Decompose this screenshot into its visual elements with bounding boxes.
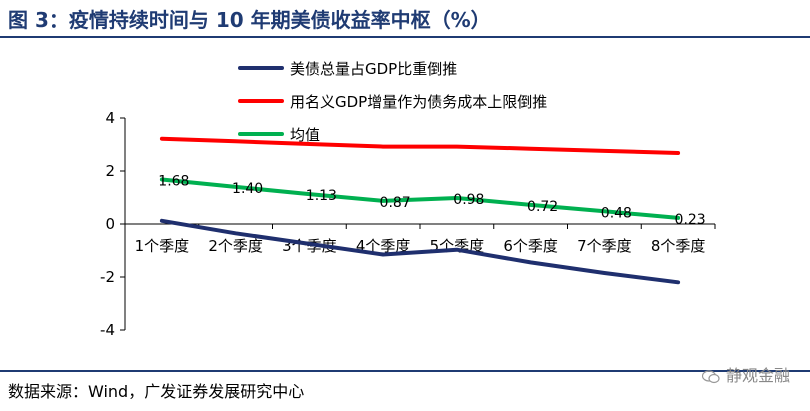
x-tick-label: 8个季度 xyxy=(651,237,706,255)
data-labels: 1.68 1.40 1.13 0.87 0.98 0.72 0.48 0.23 xyxy=(158,173,705,227)
title-bar: 图 3：疫情持续时间与 10 年期美债收益率中枢（%） xyxy=(0,0,810,36)
watermark: 静观金融 xyxy=(701,362,790,386)
legend-label: 用名义GDP增量作为债务成本上限倒推 xyxy=(290,93,547,111)
data-label: 0.87 xyxy=(380,195,411,211)
series-line-1 xyxy=(159,218,681,285)
x-tick-label: 4个季度 xyxy=(356,237,411,255)
x-tick-label: 2个季度 xyxy=(208,237,263,255)
data-label: 1.68 xyxy=(158,173,189,189)
y-tick-label: -2 xyxy=(100,268,115,286)
y-axis: -4 -2 0 2 4 xyxy=(100,109,126,339)
source-divider xyxy=(0,370,810,372)
legend-label: 美债总量占GDP比重倒推 xyxy=(290,60,457,78)
series-lines xyxy=(159,136,681,285)
title-divider xyxy=(0,36,810,38)
x-tick-label: 1个季度 xyxy=(135,237,190,255)
y-tick-label: 4 xyxy=(105,109,115,127)
legend-label: 均值 xyxy=(290,126,320,144)
data-label: 1.13 xyxy=(306,188,337,204)
series-line-2 xyxy=(159,136,681,155)
data-label: 1.40 xyxy=(232,181,263,197)
x-tick-label: 7个季度 xyxy=(577,237,632,255)
data-label: 0.72 xyxy=(527,199,558,215)
y-tick-label: 2 xyxy=(105,162,115,180)
y-tick-label: -4 xyxy=(100,321,115,339)
data-label: 0.23 xyxy=(675,212,706,228)
y-tick-label: 0 xyxy=(105,215,115,233)
wechat-icon xyxy=(701,369,720,383)
series-line-3 xyxy=(159,177,681,220)
figure-title: 图 3：疫情持续时间与 10 年期美债收益率中枢（%） xyxy=(8,8,491,32)
data-label: 0.48 xyxy=(601,205,632,221)
x-tick-label: 6个季度 xyxy=(503,237,558,255)
watermark-text: 静观金融 xyxy=(725,366,790,385)
source-note: 数据来源：Wind，广发证券发展研究中心 xyxy=(8,382,305,401)
data-label: 0.98 xyxy=(453,192,484,208)
